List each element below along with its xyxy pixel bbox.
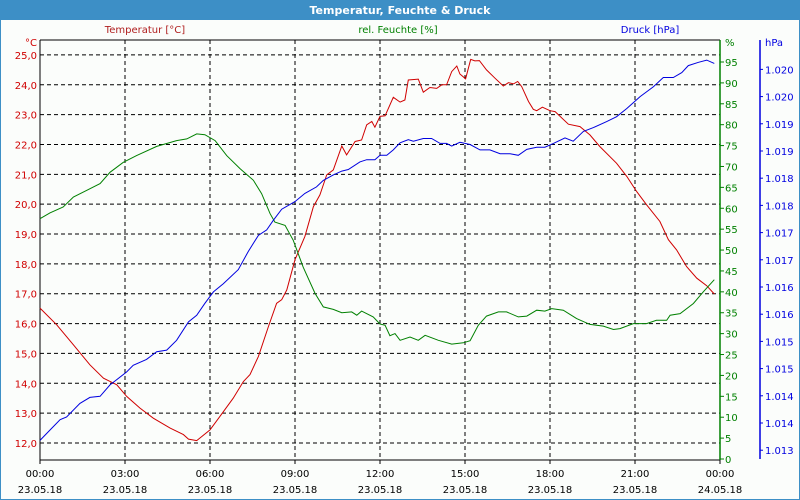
humidity-axis-title: rel. Feuchte [%] — [358, 25, 437, 36]
humidity-tick-label: 65 — [725, 183, 738, 194]
x-tick-date: 23.05.18 — [188, 485, 233, 496]
pressure-tick-label: 1.018 — [765, 201, 794, 212]
x-tick-time: 00:00 — [706, 469, 735, 480]
humidity-tick-label: 80 — [725, 121, 738, 132]
humidity-tick-label: 35 — [725, 309, 738, 320]
pressure-tick-label: 1.015 — [765, 337, 794, 348]
humidity-tick-label: 45 — [725, 267, 738, 278]
humidity-tick-label: 90 — [725, 79, 738, 90]
temperature-tick-label: 15,0 — [15, 349, 37, 360]
x-tick-date: 24.05.18 — [698, 485, 743, 496]
pressure-tick-label: 1.015 — [765, 365, 794, 376]
x-tick-time: 15:00 — [451, 469, 480, 480]
temperature-tick-label: 16,0 — [15, 320, 37, 331]
temperature-tick-label: 20,0 — [15, 200, 37, 211]
pressure-tick-label: 1.014 — [765, 419, 794, 430]
humidity-tick-label: 30 — [725, 330, 738, 341]
humidity-tick-label: 20 — [725, 371, 738, 382]
x-tick-date: 23.05.18 — [613, 485, 658, 496]
temperature-axis-title: Temperatur [°C] — [104, 25, 185, 36]
humidity-tick-label: 40 — [725, 288, 738, 299]
pressure-tick-label: 1.018 — [765, 174, 794, 185]
humidity-tick-label: 10 — [725, 413, 738, 424]
x-tick-time: 21:00 — [621, 469, 650, 480]
temperature-tick-label: 13,0 — [15, 409, 37, 420]
pressure-tick-label: 1.016 — [765, 310, 794, 321]
pressure-tick-label: 1.016 — [765, 283, 794, 294]
x-tick-date: 23.05.18 — [18, 485, 63, 496]
pressure-unit-label: hPa — [765, 38, 783, 49]
humidity-tick-label: 5 — [725, 434, 731, 445]
humidity-tick-label: 70 — [725, 162, 738, 173]
pressure-tick-label: 1.019 — [765, 147, 794, 158]
temperature-tick-label: 12,0 — [15, 439, 37, 450]
pressure-tick-label: 1.017 — [765, 229, 794, 240]
pressure-tick-label: 1.014 — [765, 392, 794, 403]
x-tick-date: 23.05.18 — [273, 485, 318, 496]
humidity-tick-label: 0 — [725, 455, 731, 466]
humidity-tick-label: 15 — [725, 392, 738, 403]
temperature-tick-label: 21,0 — [15, 170, 37, 181]
pressure-axis-title: Druck [hPa] — [621, 25, 680, 36]
x-tick-time: 03:00 — [111, 469, 140, 480]
window-title: Temperatur, Feuchte & Druck — [1, 1, 799, 20]
humidity-tick-label: 60 — [725, 204, 738, 215]
x-tick-date: 23.05.18 — [443, 485, 488, 496]
temperature-tick-label: 24,0 — [15, 81, 37, 92]
temperature-series-line — [39, 58, 715, 442]
x-tick-date: 23.05.18 — [528, 485, 573, 496]
humidity-tick-label: 95 — [725, 58, 738, 69]
pressure-tick-label: 1.013 — [765, 446, 794, 457]
x-tick-time: 12:00 — [366, 469, 395, 480]
temperature-tick-label: 17,0 — [15, 290, 37, 301]
humidity-tick-label: 55 — [725, 225, 738, 236]
pressure-tick-label: 1.019 — [765, 120, 794, 131]
x-tick-time: 09:00 — [281, 469, 310, 480]
pressure-tick-label: 1.020 — [765, 93, 794, 104]
pressure-series-line — [39, 59, 715, 441]
x-tick-time: 06:00 — [196, 469, 225, 480]
x-tick-date: 23.05.18 — [358, 485, 403, 496]
pressure-tick-label: 1.017 — [765, 256, 794, 267]
humidity-unit-label: % — [725, 38, 735, 49]
pressure-tick-label: 1.020 — [765, 65, 794, 76]
temperature-tick-label: 22,0 — [15, 140, 37, 151]
temperature-tick-label: 19,0 — [15, 230, 37, 241]
humidity-tick-label: 75 — [725, 142, 738, 153]
temperature-tick-label: 25,0 — [15, 51, 37, 62]
temperature-tick-label: 23,0 — [15, 111, 37, 122]
humidity-tick-label: 85 — [725, 100, 738, 111]
x-tick-time: 18:00 — [536, 469, 565, 480]
humidity-series-line — [39, 133, 715, 345]
humidity-tick-label: 50 — [725, 246, 738, 257]
x-tick-time: 00:00 — [26, 469, 55, 480]
humidity-tick-label: 25 — [725, 351, 738, 362]
temperature-unit-label: °C — [25, 38, 37, 49]
temperature-tick-label: 18,0 — [15, 260, 37, 271]
x-tick-date: 23.05.18 — [103, 485, 148, 496]
temperature-tick-label: 14,0 — [15, 379, 37, 390]
